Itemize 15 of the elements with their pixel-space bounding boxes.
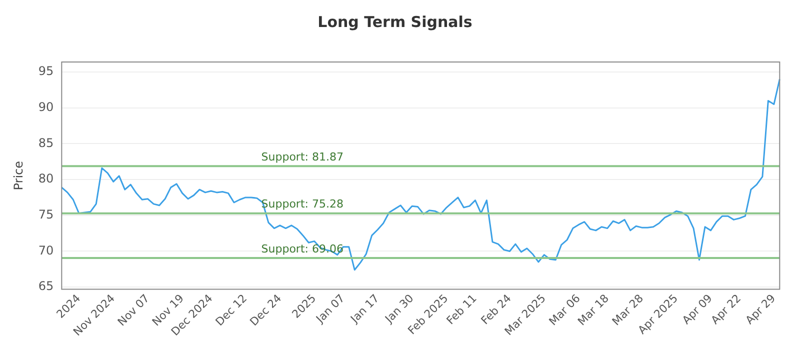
y-tick-label: 95	[38, 64, 54, 78]
y-tick-label: 90	[38, 100, 54, 114]
y-tick-label: 75	[38, 208, 54, 222]
chart-title: Long Term Signals	[318, 12, 472, 31]
x-tick-label: Dec 24	[247, 292, 284, 328]
x-tick-label: Apr 29	[743, 292, 778, 327]
x-tick-label: Jan 17	[347, 292, 382, 326]
y-tick-label: 85	[38, 136, 54, 150]
y-tick-label: 70	[38, 243, 54, 258]
x-tick-label: Dec 12	[213, 292, 250, 328]
y-tick-label: 80	[38, 172, 54, 186]
y-tick-label: 65	[38, 279, 54, 294]
y-axis-title: Price	[11, 160, 26, 190]
ref-line-label: Support: 81.87	[261, 150, 344, 164]
x-tick-label: Nov 07	[115, 292, 152, 329]
